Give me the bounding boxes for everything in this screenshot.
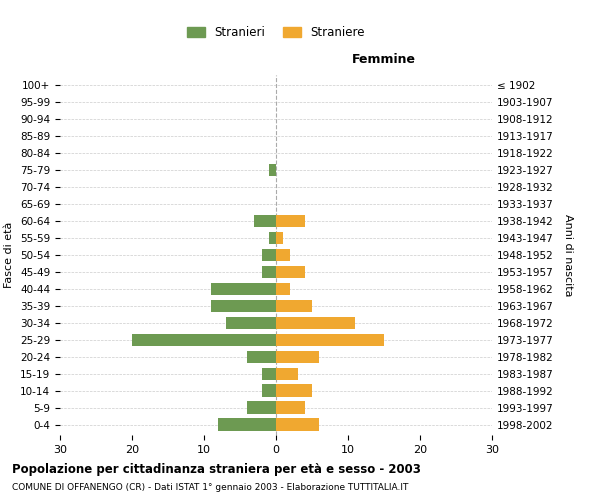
Text: Femmine: Femmine: [352, 53, 416, 66]
Bar: [276, 418, 319, 431]
Text: Popolazione per cittadinanza straniera per età e sesso - 2003: Popolazione per cittadinanza straniera p…: [12, 462, 421, 475]
Bar: [254, 214, 276, 228]
Bar: [276, 282, 290, 296]
Legend: Stranieri, Straniere: Stranieri, Straniere: [182, 22, 370, 44]
Bar: [269, 164, 276, 176]
Bar: [276, 368, 298, 380]
Bar: [276, 232, 283, 244]
Bar: [211, 282, 276, 296]
Bar: [276, 350, 319, 364]
Bar: [226, 316, 276, 330]
Bar: [132, 334, 276, 346]
Bar: [247, 402, 276, 414]
Bar: [262, 384, 276, 397]
Bar: [269, 232, 276, 244]
Bar: [276, 300, 312, 312]
Y-axis label: Fasce di età: Fasce di età: [4, 222, 14, 288]
Bar: [276, 402, 305, 414]
Bar: [276, 384, 312, 397]
Bar: [211, 300, 276, 312]
Bar: [276, 316, 355, 330]
Bar: [262, 248, 276, 262]
Bar: [276, 266, 305, 278]
Y-axis label: Anni di nascita: Anni di nascita: [563, 214, 573, 296]
Bar: [276, 334, 384, 346]
Bar: [262, 266, 276, 278]
Bar: [218, 418, 276, 431]
Text: COMUNE DI OFFANENGO (CR) - Dati ISTAT 1° gennaio 2003 - Elaborazione TUTTITALIA.: COMUNE DI OFFANENGO (CR) - Dati ISTAT 1°…: [12, 482, 409, 492]
Bar: [247, 350, 276, 364]
Bar: [276, 248, 290, 262]
Bar: [276, 214, 305, 228]
Bar: [262, 368, 276, 380]
